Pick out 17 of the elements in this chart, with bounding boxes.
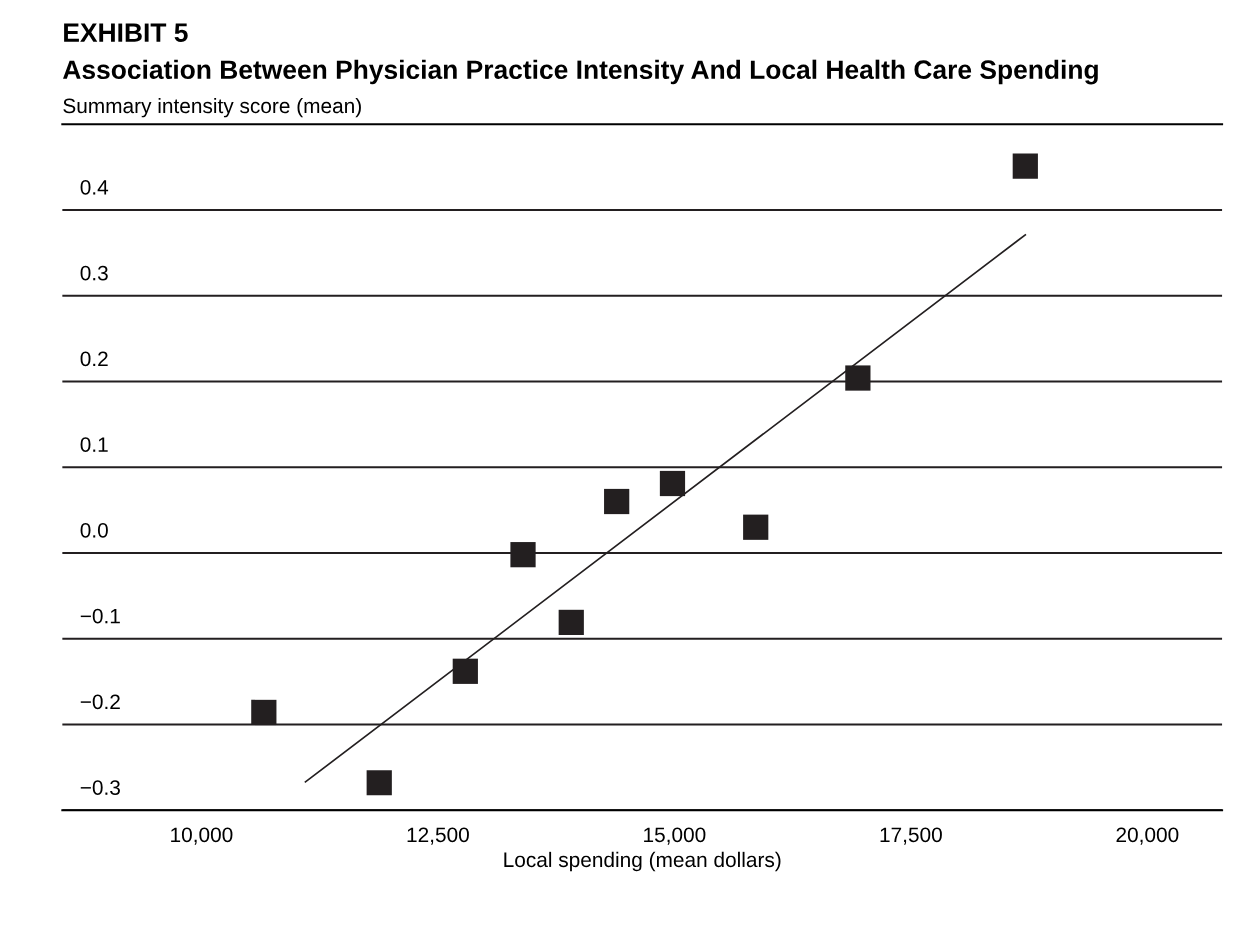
x-tick-label: 12,500 xyxy=(407,827,469,845)
y-tick-label: −0.3 xyxy=(80,780,120,795)
y-tick-label: 0.4 xyxy=(80,179,109,195)
y-tick-label: 0.3 xyxy=(80,265,108,281)
y-tick-label: 0.2 xyxy=(80,351,108,367)
chart-subtitle: Association Between Physician Practice Intensity And Local Health Care Spending xyxy=(63,59,1098,85)
y-tick-label: −0.1 xyxy=(80,608,120,624)
chart-title: EXHIBIT 5 xyxy=(64,23,188,42)
y-tick-label: 0.0 xyxy=(80,522,108,538)
x-tick-label: 20,000 xyxy=(1116,827,1179,845)
y-tick-label: 0.1 xyxy=(80,437,108,452)
y-tick-label: −0.2 xyxy=(80,694,120,710)
x-axis-title: Local spending (mean dollars) xyxy=(504,851,781,872)
y-axis-title: Summary intensity score (mean) xyxy=(63,97,361,118)
x-tick-label: 15,000 xyxy=(644,827,706,845)
x-tick-label: 10,000 xyxy=(171,827,233,845)
x-tick-label: 17,500 xyxy=(880,827,942,845)
